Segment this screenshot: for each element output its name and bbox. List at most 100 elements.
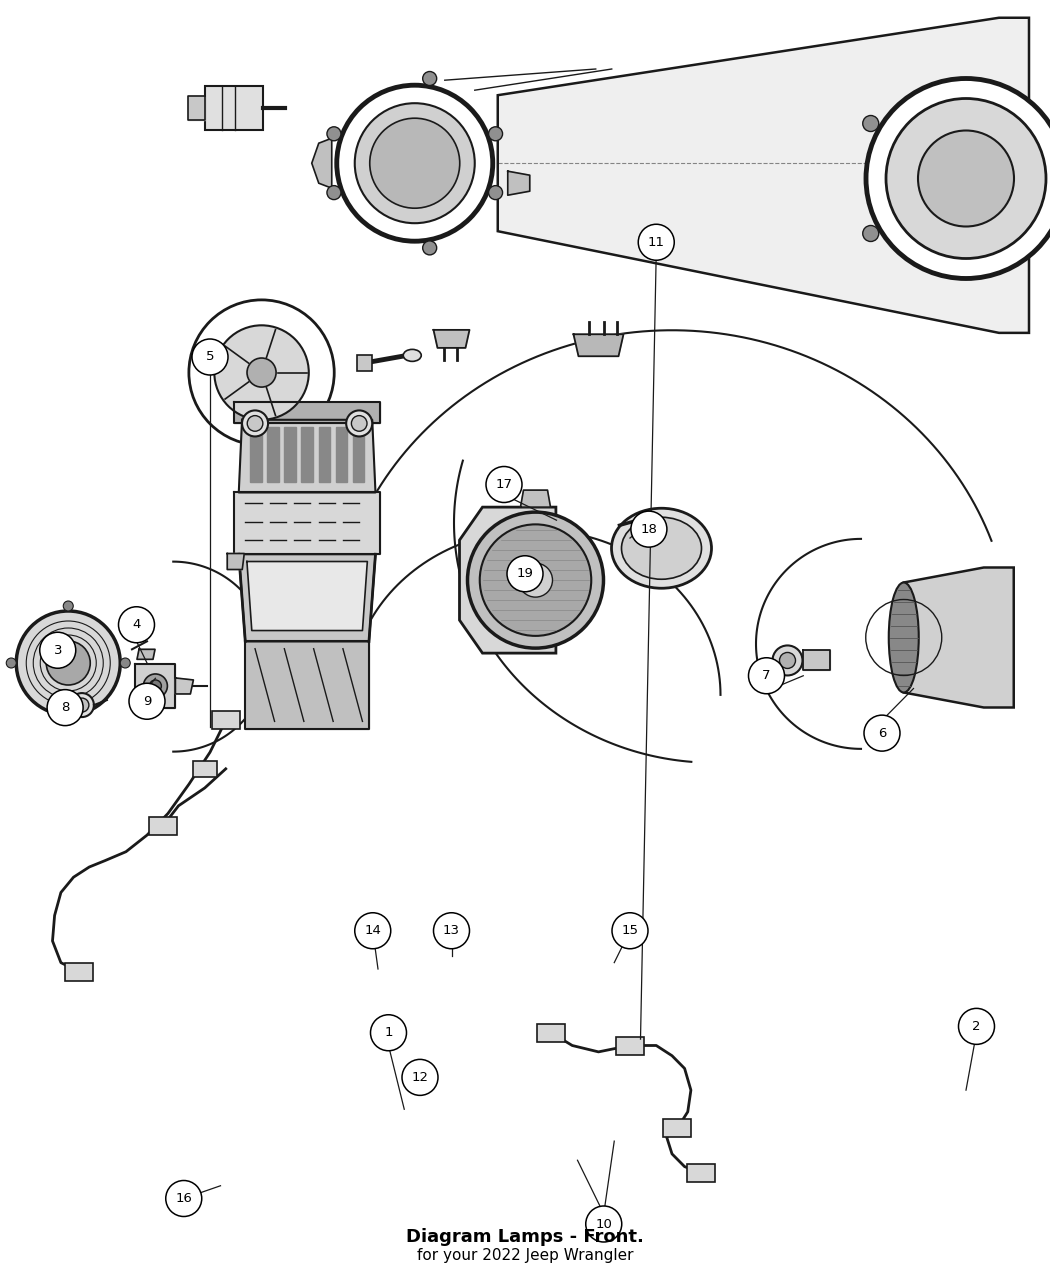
Polygon shape <box>637 518 654 533</box>
Ellipse shape <box>403 349 421 361</box>
Circle shape <box>488 126 503 140</box>
Circle shape <box>242 411 268 436</box>
Text: 4: 4 <box>132 618 141 631</box>
Circle shape <box>6 658 16 668</box>
Polygon shape <box>285 427 296 482</box>
Circle shape <box>189 300 334 445</box>
Text: 17: 17 <box>496 478 512 491</box>
Bar <box>616 1037 644 1054</box>
Bar <box>205 87 262 130</box>
Circle shape <box>886 98 1046 259</box>
Bar <box>65 963 92 980</box>
Circle shape <box>214 325 309 419</box>
Bar <box>538 1024 565 1042</box>
Text: 13: 13 <box>443 924 460 937</box>
Circle shape <box>749 658 784 694</box>
Text: 14: 14 <box>364 924 381 937</box>
Circle shape <box>507 556 543 592</box>
Circle shape <box>121 658 130 668</box>
Polygon shape <box>135 664 175 708</box>
Circle shape <box>480 524 591 636</box>
Circle shape <box>355 103 475 223</box>
Bar <box>193 761 216 776</box>
Circle shape <box>434 913 469 949</box>
Polygon shape <box>268 427 278 482</box>
Polygon shape <box>904 567 1013 708</box>
Polygon shape <box>521 490 550 507</box>
Circle shape <box>247 358 276 388</box>
Circle shape <box>612 913 648 949</box>
Circle shape <box>866 79 1050 278</box>
Circle shape <box>16 611 121 715</box>
Polygon shape <box>175 678 193 694</box>
Circle shape <box>337 85 492 241</box>
Circle shape <box>467 513 604 648</box>
Polygon shape <box>353 427 364 482</box>
Polygon shape <box>434 330 469 348</box>
Ellipse shape <box>622 518 701 579</box>
Text: 12: 12 <box>412 1071 428 1084</box>
Circle shape <box>631 511 667 547</box>
Polygon shape <box>318 427 330 482</box>
Circle shape <box>402 1060 438 1095</box>
Polygon shape <box>508 171 530 195</box>
Polygon shape <box>336 427 346 482</box>
Circle shape <box>70 694 93 717</box>
Circle shape <box>129 683 165 719</box>
Circle shape <box>327 126 341 140</box>
Circle shape <box>486 467 522 502</box>
Circle shape <box>863 226 879 241</box>
Circle shape <box>327 186 341 200</box>
Circle shape <box>918 130 1014 227</box>
Circle shape <box>638 224 674 260</box>
Text: 7: 7 <box>762 669 771 682</box>
Text: 19: 19 <box>517 567 533 580</box>
Text: 18: 18 <box>640 523 657 536</box>
Polygon shape <box>802 650 830 671</box>
Text: 1: 1 <box>384 1026 393 1039</box>
Circle shape <box>864 715 900 751</box>
Polygon shape <box>246 641 369 729</box>
Circle shape <box>144 674 167 697</box>
Circle shape <box>247 416 262 431</box>
Text: 3: 3 <box>54 644 62 657</box>
Bar <box>357 356 373 371</box>
Text: 11: 11 <box>648 236 665 249</box>
Text: 6: 6 <box>878 727 886 739</box>
Circle shape <box>773 645 802 676</box>
Text: for your 2022 Jeep Wrangler: for your 2022 Jeep Wrangler <box>417 1248 633 1264</box>
Circle shape <box>346 411 372 436</box>
Polygon shape <box>312 138 332 189</box>
Ellipse shape <box>888 583 919 692</box>
Circle shape <box>519 564 552 597</box>
Ellipse shape <box>611 509 712 588</box>
Polygon shape <box>250 427 261 482</box>
Circle shape <box>119 607 154 643</box>
Polygon shape <box>301 427 313 482</box>
Circle shape <box>192 339 228 375</box>
Polygon shape <box>238 419 376 492</box>
Text: 8: 8 <box>61 701 69 714</box>
Circle shape <box>423 71 437 85</box>
Text: 9: 9 <box>143 695 151 708</box>
Text: 5: 5 <box>206 351 214 363</box>
Circle shape <box>488 186 503 200</box>
Circle shape <box>352 416 367 431</box>
Polygon shape <box>136 649 155 659</box>
Bar <box>688 1164 715 1182</box>
Bar <box>212 711 239 729</box>
Polygon shape <box>227 553 245 570</box>
Circle shape <box>63 601 74 611</box>
Polygon shape <box>573 334 624 356</box>
Text: 15: 15 <box>622 924 638 937</box>
Bar <box>149 817 176 835</box>
Circle shape <box>423 241 437 255</box>
Polygon shape <box>247 561 368 631</box>
Circle shape <box>46 641 90 685</box>
Circle shape <box>40 632 76 668</box>
Polygon shape <box>238 555 376 641</box>
Polygon shape <box>460 507 555 653</box>
Circle shape <box>959 1009 994 1044</box>
Circle shape <box>63 715 74 725</box>
Circle shape <box>75 699 89 711</box>
